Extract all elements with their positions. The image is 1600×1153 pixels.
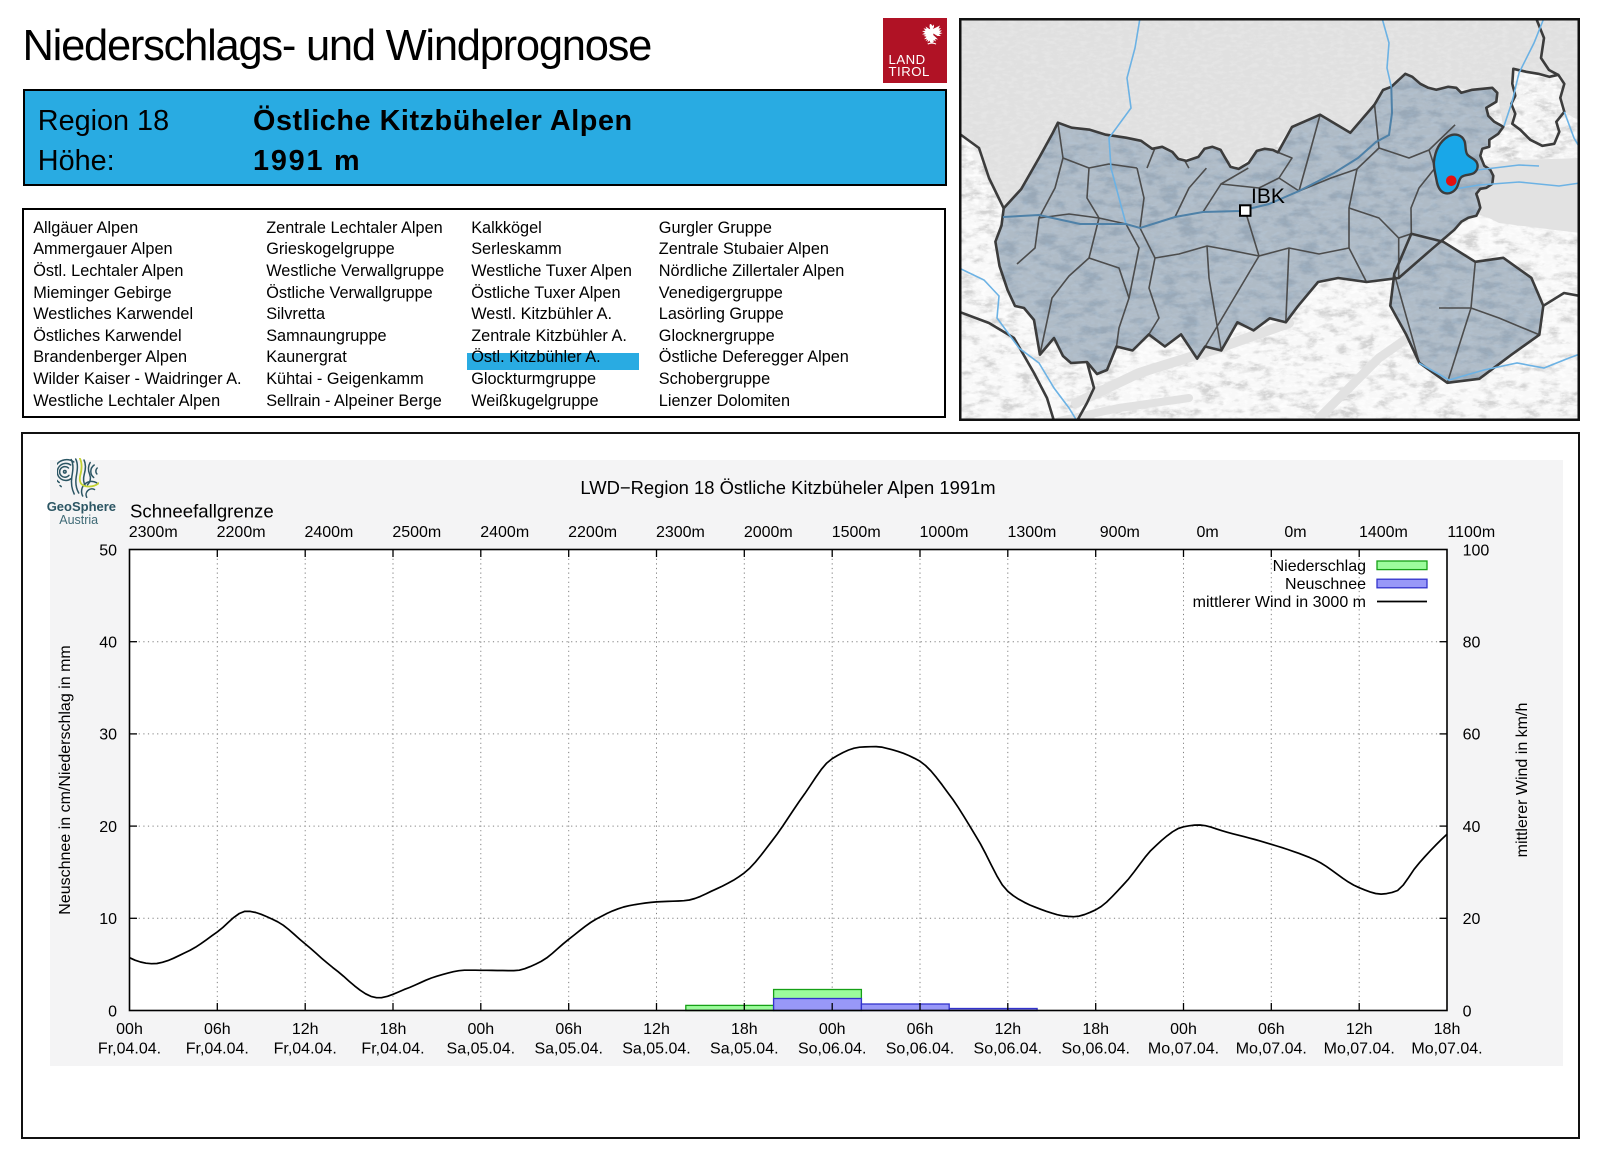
svg-text:50: 50: [99, 542, 117, 559]
svg-text:Mo,07.04.: Mo,07.04.: [1411, 1041, 1482, 1058]
svg-text:06h: 06h: [555, 1021, 582, 1038]
svg-text:18h: 18h: [731, 1021, 758, 1038]
svg-text:Mo,07.04.: Mo,07.04.: [1324, 1041, 1395, 1058]
svg-text:Fr,04.04.: Fr,04.04.: [186, 1041, 249, 1058]
svg-text:10: 10: [99, 911, 117, 928]
svg-text:12h: 12h: [994, 1021, 1021, 1038]
svg-text:IBK: IBK: [1251, 185, 1285, 208]
svg-text:00h: 00h: [467, 1021, 494, 1038]
svg-text:40: 40: [1463, 819, 1481, 836]
svg-text:Sa,05.04.: Sa,05.04.: [622, 1041, 691, 1058]
svg-text:Neuschnee: Neuschnee: [1285, 576, 1366, 593]
svg-text:2400m: 2400m: [480, 524, 529, 541]
svg-text:So,06.04.: So,06.04.: [974, 1041, 1043, 1058]
svg-text:mittlerer Wind in 3000 m: mittlerer Wind in 3000 m: [1193, 594, 1366, 611]
svg-text:2300m: 2300m: [129, 524, 178, 541]
svg-text:20: 20: [99, 819, 117, 836]
svg-text:06h: 06h: [204, 1021, 231, 1038]
svg-text:20: 20: [1463, 911, 1481, 928]
svg-text:2500m: 2500m: [392, 524, 441, 541]
svg-text:Neuschnee in cm/Niederschlag i: Neuschnee in cm/Niederschlag in mm: [57, 645, 74, 914]
svg-text:2200m: 2200m: [568, 524, 617, 541]
svg-text:Fr,04.04.: Fr,04.04.: [98, 1041, 161, 1058]
svg-text:Sa,05.04.: Sa,05.04.: [534, 1041, 603, 1058]
svg-text:18h: 18h: [1434, 1021, 1461, 1038]
svg-text:2400m: 2400m: [304, 524, 353, 541]
svg-text:06h: 06h: [1258, 1021, 1285, 1038]
svg-text:Sa,05.04.: Sa,05.04.: [710, 1041, 779, 1058]
svg-text:1000m: 1000m: [920, 524, 969, 541]
svg-text:1500m: 1500m: [832, 524, 881, 541]
svg-text:1400m: 1400m: [1359, 524, 1408, 541]
svg-text:18h: 18h: [380, 1021, 407, 1038]
svg-text:00h: 00h: [116, 1021, 143, 1038]
svg-text:2000m: 2000m: [744, 524, 793, 541]
svg-text:2200m: 2200m: [217, 524, 266, 541]
svg-text:Mo,07.04.: Mo,07.04.: [1236, 1041, 1307, 1058]
svg-text:00h: 00h: [1170, 1021, 1197, 1038]
svg-text:1300m: 1300m: [1007, 524, 1056, 541]
svg-text:12h: 12h: [292, 1021, 319, 1038]
svg-text:06h: 06h: [907, 1021, 934, 1038]
svg-text:30: 30: [99, 727, 117, 744]
svg-text:Niederschlag: Niederschlag: [1273, 558, 1366, 575]
svg-text:mittlerer Wind in km/h: mittlerer Wind in km/h: [1514, 703, 1531, 858]
svg-text:100: 100: [1463, 542, 1490, 559]
svg-text:0m: 0m: [1196, 524, 1218, 541]
svg-text:Sa,05.04.: Sa,05.04.: [447, 1041, 516, 1058]
svg-text:60: 60: [1463, 727, 1481, 744]
svg-text:LWD−Region 18 Östliche Kitzbüh: LWD−Region 18 Östliche Kitzbüheler Alpen…: [580, 477, 995, 498]
svg-text:900m: 900m: [1100, 524, 1140, 541]
svg-text:Mo,07.04.: Mo,07.04.: [1148, 1041, 1219, 1058]
svg-text:1100m: 1100m: [1447, 524, 1495, 541]
svg-text:So,06.04.: So,06.04.: [886, 1041, 955, 1058]
svg-text:80: 80: [1463, 635, 1481, 652]
svg-text:Fr,04.04.: Fr,04.04.: [274, 1041, 337, 1058]
svg-text:0m: 0m: [1284, 524, 1306, 541]
svg-text:18h: 18h: [1082, 1021, 1109, 1038]
svg-text:Fr,04.04.: Fr,04.04.: [361, 1041, 424, 1058]
svg-text:0: 0: [108, 1003, 117, 1020]
svg-text:00h: 00h: [819, 1021, 846, 1038]
svg-text:12h: 12h: [1346, 1021, 1373, 1038]
svg-text:So,06.04.: So,06.04.: [1061, 1041, 1130, 1058]
svg-text:12h: 12h: [643, 1021, 670, 1038]
svg-text:Schneefallgrenze: Schneefallgrenze: [130, 500, 274, 521]
svg-text:0: 0: [1463, 1003, 1472, 1020]
svg-text:So,06.04.: So,06.04.: [798, 1041, 867, 1058]
svg-text:2300m: 2300m: [656, 524, 705, 541]
svg-text:40: 40: [99, 635, 117, 652]
